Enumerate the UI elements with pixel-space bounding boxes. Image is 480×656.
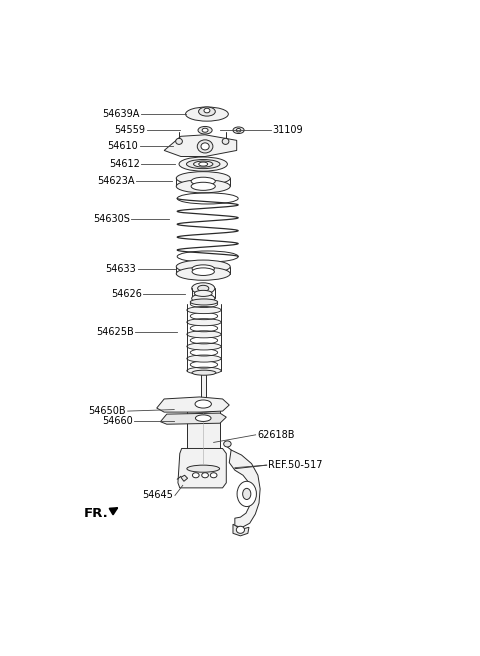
Ellipse shape <box>179 157 228 171</box>
Polygon shape <box>199 403 207 408</box>
Ellipse shape <box>187 404 219 412</box>
Text: 54625B: 54625B <box>96 327 133 337</box>
Ellipse shape <box>192 473 199 478</box>
Ellipse shape <box>199 107 216 116</box>
Text: 54650B: 54650B <box>89 406 126 416</box>
Ellipse shape <box>204 108 210 113</box>
Ellipse shape <box>187 465 219 472</box>
Polygon shape <box>201 372 206 403</box>
Ellipse shape <box>176 180 230 193</box>
Ellipse shape <box>176 267 230 280</box>
Ellipse shape <box>191 182 216 190</box>
Ellipse shape <box>210 473 217 478</box>
Ellipse shape <box>187 343 221 350</box>
Ellipse shape <box>201 143 209 150</box>
Ellipse shape <box>236 526 244 533</box>
Ellipse shape <box>186 107 228 121</box>
Ellipse shape <box>193 161 213 167</box>
Ellipse shape <box>187 306 221 314</box>
Ellipse shape <box>236 129 241 132</box>
Text: 31109: 31109 <box>272 125 303 135</box>
Text: 54639A: 54639A <box>103 109 140 119</box>
Polygon shape <box>164 134 237 157</box>
Ellipse shape <box>176 172 230 185</box>
Polygon shape <box>233 524 249 536</box>
Ellipse shape <box>176 138 182 144</box>
Ellipse shape <box>198 285 209 291</box>
Ellipse shape <box>190 299 217 305</box>
Text: 54626: 54626 <box>111 289 142 299</box>
Text: 54623A: 54623A <box>97 176 134 186</box>
Ellipse shape <box>192 283 215 294</box>
Text: REF.50-517: REF.50-517 <box>268 460 323 470</box>
Ellipse shape <box>197 140 213 153</box>
Ellipse shape <box>194 291 212 297</box>
Ellipse shape <box>195 400 211 408</box>
Ellipse shape <box>192 265 215 272</box>
Ellipse shape <box>195 415 211 421</box>
Ellipse shape <box>243 488 251 499</box>
Text: 54612: 54612 <box>109 159 140 169</box>
Text: 54645: 54645 <box>143 491 173 501</box>
Text: 54660: 54660 <box>102 416 132 426</box>
Text: 54610: 54610 <box>108 142 138 152</box>
Ellipse shape <box>202 473 208 478</box>
Ellipse shape <box>187 331 221 338</box>
Ellipse shape <box>202 128 208 133</box>
Polygon shape <box>160 413 226 424</box>
Text: 54559: 54559 <box>115 125 145 135</box>
Ellipse shape <box>192 294 215 303</box>
Ellipse shape <box>233 127 244 134</box>
Ellipse shape <box>187 319 221 326</box>
Ellipse shape <box>191 177 216 185</box>
Ellipse shape <box>192 370 216 375</box>
Polygon shape <box>181 475 188 482</box>
Ellipse shape <box>199 162 208 166</box>
Text: FR.: FR. <box>84 506 109 520</box>
Ellipse shape <box>198 127 212 134</box>
Text: 62618B: 62618B <box>257 430 295 440</box>
Polygon shape <box>229 450 260 527</box>
Polygon shape <box>156 397 229 412</box>
Ellipse shape <box>186 159 220 169</box>
Ellipse shape <box>224 441 231 447</box>
Ellipse shape <box>176 260 230 273</box>
Ellipse shape <box>192 268 215 276</box>
Ellipse shape <box>237 482 256 506</box>
Polygon shape <box>187 408 219 468</box>
Ellipse shape <box>222 138 229 144</box>
Ellipse shape <box>187 367 221 374</box>
Text: 54633: 54633 <box>106 264 136 274</box>
Polygon shape <box>178 449 226 488</box>
Text: 54630S: 54630S <box>93 214 130 224</box>
Ellipse shape <box>187 355 221 362</box>
